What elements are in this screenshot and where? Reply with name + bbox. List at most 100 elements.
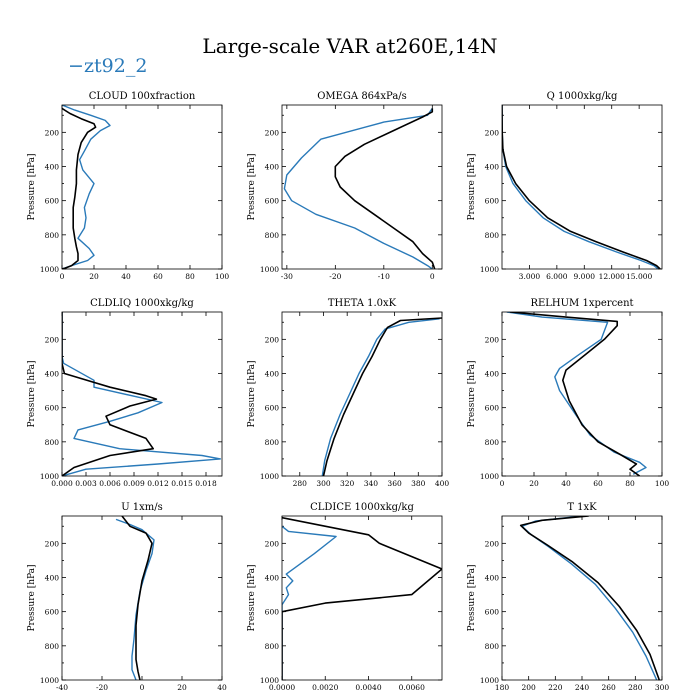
series-group bbox=[506, 312, 647, 476]
x-tick-label: 380 bbox=[411, 479, 426, 488]
x-tick-label: -30 bbox=[281, 272, 293, 281]
series-line-reference bbox=[282, 516, 442, 680]
legend: − zt92_2 bbox=[68, 55, 147, 77]
series-line-reference bbox=[519, 516, 661, 680]
y-tick-label: 600 bbox=[485, 608, 500, 617]
series-line-reference bbox=[121, 516, 153, 680]
y-tick-label: 200 bbox=[265, 335, 280, 344]
y-axis-label: Pressure [hPa] bbox=[247, 360, 257, 427]
x-tick-label: 200 bbox=[522, 683, 537, 692]
panel-title: CLOUD 100xfraction bbox=[89, 91, 196, 102]
x-tick-label: -20 bbox=[96, 683, 108, 692]
x-tick-label: 300 bbox=[316, 479, 331, 488]
y-tick-label: 200 bbox=[45, 128, 60, 137]
panel-title: OMEGA 864xPa/s bbox=[317, 91, 407, 102]
series-group bbox=[502, 105, 661, 269]
panel-8: CLDICE 1000xkg/kg Pressure [hPa] 200 400 600… bbox=[247, 502, 443, 692]
y-tick-label: 800 bbox=[485, 642, 500, 651]
y-tick-label: 600 bbox=[45, 404, 60, 413]
series-line-zt92-2 bbox=[283, 108, 433, 269]
y-tick-label: 400 bbox=[45, 574, 60, 583]
panel-4: CLDLIQ 1000xkg/kg Pressure [hPa] 200 400 600… bbox=[27, 298, 223, 488]
plot-frame bbox=[61, 515, 223, 681]
x-tick-label: 6.000 bbox=[546, 272, 568, 281]
x-tick-label: -10 bbox=[378, 272, 390, 281]
panel-title: Q 1000xkg/kg bbox=[547, 91, 618, 102]
y-tick-label: 600 bbox=[265, 404, 280, 413]
y-tick-label: 800 bbox=[45, 231, 60, 240]
y-tick-label: 600 bbox=[265, 608, 280, 617]
panel-2: OMEGA 864xPa/s Pressure [hPa] 200 400 600 800… bbox=[247, 91, 443, 281]
legend-marker: − bbox=[68, 55, 84, 77]
panel-title: CLDLIQ 1000xkg/kg bbox=[90, 298, 194, 309]
x-tick-label: 0.003 bbox=[75, 479, 97, 488]
y-tick-label: 800 bbox=[45, 642, 60, 651]
y-tick-label: 1000 bbox=[40, 265, 59, 274]
y-tick-label: 400 bbox=[265, 574, 280, 583]
series-line-reference bbox=[322, 317, 442, 476]
y-axis-label: Pressure [hPa] bbox=[467, 564, 477, 631]
y-tick-label: 400 bbox=[485, 163, 500, 172]
series-group bbox=[62, 105, 111, 269]
x-tick-label: 40 bbox=[217, 683, 227, 692]
series-line-reference bbox=[62, 107, 97, 269]
y-tick-label: 400 bbox=[45, 370, 60, 379]
x-tick-label: 0.0060 bbox=[399, 683, 425, 692]
panel-title: THETA 1.0xK bbox=[328, 298, 397, 309]
x-tick-label: 40 bbox=[121, 272, 131, 281]
y-tick-label: 600 bbox=[485, 404, 500, 413]
x-tick-label: 300 bbox=[655, 683, 670, 692]
x-tick-label: 0.006 bbox=[99, 479, 121, 488]
y-tick-label: 1000 bbox=[480, 265, 499, 274]
x-tick-label: 280 bbox=[628, 683, 643, 692]
series-line-zt92-2 bbox=[506, 312, 647, 475]
y-axis-label: Pressure [hPa] bbox=[27, 153, 37, 220]
y-tick-label: 400 bbox=[485, 574, 500, 583]
x-tick-label: 0.015 bbox=[171, 479, 193, 488]
y-tick-label: 800 bbox=[265, 642, 280, 651]
x-tick-label: 0.018 bbox=[195, 479, 217, 488]
series-group bbox=[283, 108, 436, 269]
x-tick-label: 260 bbox=[602, 683, 617, 692]
x-tick-label: 240 bbox=[575, 683, 590, 692]
y-tick-label: 200 bbox=[265, 128, 280, 137]
figure-title: Large-scale VAR at260E,14N bbox=[202, 34, 497, 58]
y-tick-label: 1000 bbox=[260, 676, 279, 685]
y-axis-label: Pressure [hPa] bbox=[247, 153, 257, 220]
x-tick-label: 0.009 bbox=[123, 479, 145, 488]
y-tick-label: 1000 bbox=[40, 472, 59, 481]
x-tick-label: 0.0020 bbox=[312, 683, 338, 692]
x-tick-label: 100 bbox=[215, 272, 230, 281]
y-tick-label: 600 bbox=[265, 197, 280, 206]
y-tick-label: 200 bbox=[485, 335, 500, 344]
y-tick-label: 800 bbox=[265, 231, 280, 240]
plot-frame bbox=[501, 311, 663, 477]
x-tick-label: 0.000 bbox=[51, 479, 73, 488]
plot-frame bbox=[281, 311, 443, 477]
y-tick-label: 400 bbox=[45, 163, 60, 172]
y-tick-label: 1000 bbox=[260, 472, 279, 481]
x-tick-label: 0 bbox=[140, 683, 145, 692]
panel-title: RELHUM 1xpercent bbox=[530, 298, 633, 309]
x-tick-label: 60 bbox=[593, 479, 603, 488]
x-tick-label: 0 bbox=[500, 479, 505, 488]
y-tick-label: 600 bbox=[45, 608, 60, 617]
y-tick-label: 800 bbox=[45, 438, 60, 447]
plot-frame bbox=[281, 515, 443, 681]
x-tick-label: 0.0000 bbox=[269, 683, 295, 692]
y-tick-label: 200 bbox=[485, 128, 500, 137]
y-tick-label: 1000 bbox=[480, 676, 499, 685]
x-tick-label: 280 bbox=[293, 479, 308, 488]
y-axis-label: Pressure [hPa] bbox=[247, 564, 257, 631]
panel-title: T 1xK bbox=[567, 502, 597, 513]
series-group bbox=[62, 312, 222, 476]
y-tick-label: 200 bbox=[45, 539, 60, 548]
y-tick-label: 200 bbox=[45, 335, 60, 344]
